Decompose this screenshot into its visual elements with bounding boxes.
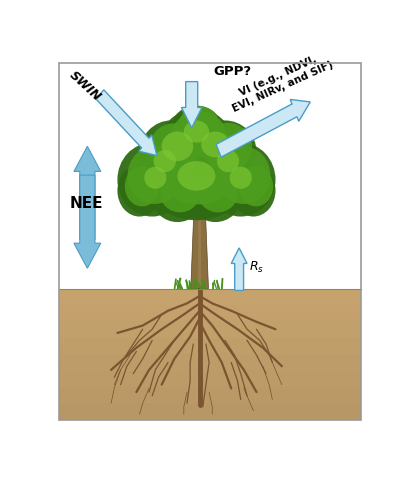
Ellipse shape <box>140 117 253 220</box>
Ellipse shape <box>198 175 238 212</box>
Ellipse shape <box>172 111 226 157</box>
Text: GPP?: GPP? <box>214 65 252 78</box>
Bar <box>59 387 361 403</box>
Polygon shape <box>191 185 208 288</box>
Text: NEE: NEE <box>70 196 104 211</box>
Ellipse shape <box>171 106 222 150</box>
Ellipse shape <box>162 109 231 168</box>
FancyArrow shape <box>74 175 101 268</box>
Ellipse shape <box>128 146 182 204</box>
Ellipse shape <box>184 120 209 143</box>
Bar <box>80 173 95 241</box>
Ellipse shape <box>162 132 193 161</box>
Ellipse shape <box>160 175 200 212</box>
Ellipse shape <box>154 150 176 172</box>
Ellipse shape <box>125 166 160 206</box>
Ellipse shape <box>190 174 241 222</box>
Ellipse shape <box>118 165 162 216</box>
Bar <box>59 354 361 371</box>
Bar <box>59 305 361 322</box>
Bar <box>59 322 361 338</box>
FancyArrow shape <box>182 82 202 128</box>
Bar <box>59 288 361 420</box>
FancyArrow shape <box>96 90 157 156</box>
Bar <box>59 338 361 354</box>
FancyArrow shape <box>216 99 310 157</box>
Ellipse shape <box>140 120 203 187</box>
FancyArrow shape <box>74 146 101 240</box>
Text: SWIN: SWIN <box>67 69 104 104</box>
Ellipse shape <box>177 161 215 191</box>
Ellipse shape <box>193 120 257 183</box>
Ellipse shape <box>230 167 252 189</box>
Ellipse shape <box>203 123 252 172</box>
Ellipse shape <box>152 174 203 222</box>
Ellipse shape <box>201 132 230 157</box>
Text: $R_s$: $R_s$ <box>248 260 264 275</box>
Bar <box>59 371 361 387</box>
Ellipse shape <box>118 143 187 216</box>
Ellipse shape <box>231 165 275 216</box>
FancyArrow shape <box>231 248 247 290</box>
Ellipse shape <box>149 123 198 175</box>
Text: VI (e.g., NDVI,
EVI, NIRv, and SIF): VI (e.g., NDVI, EVI, NIRv, and SIF) <box>226 48 335 114</box>
Ellipse shape <box>239 166 273 206</box>
Polygon shape <box>198 185 201 285</box>
Ellipse shape <box>179 106 219 141</box>
Bar <box>59 288 361 305</box>
Ellipse shape <box>206 143 275 216</box>
Ellipse shape <box>216 146 271 204</box>
Bar <box>59 403 361 420</box>
Ellipse shape <box>144 167 166 189</box>
Ellipse shape <box>217 150 239 172</box>
Ellipse shape <box>155 124 244 204</box>
